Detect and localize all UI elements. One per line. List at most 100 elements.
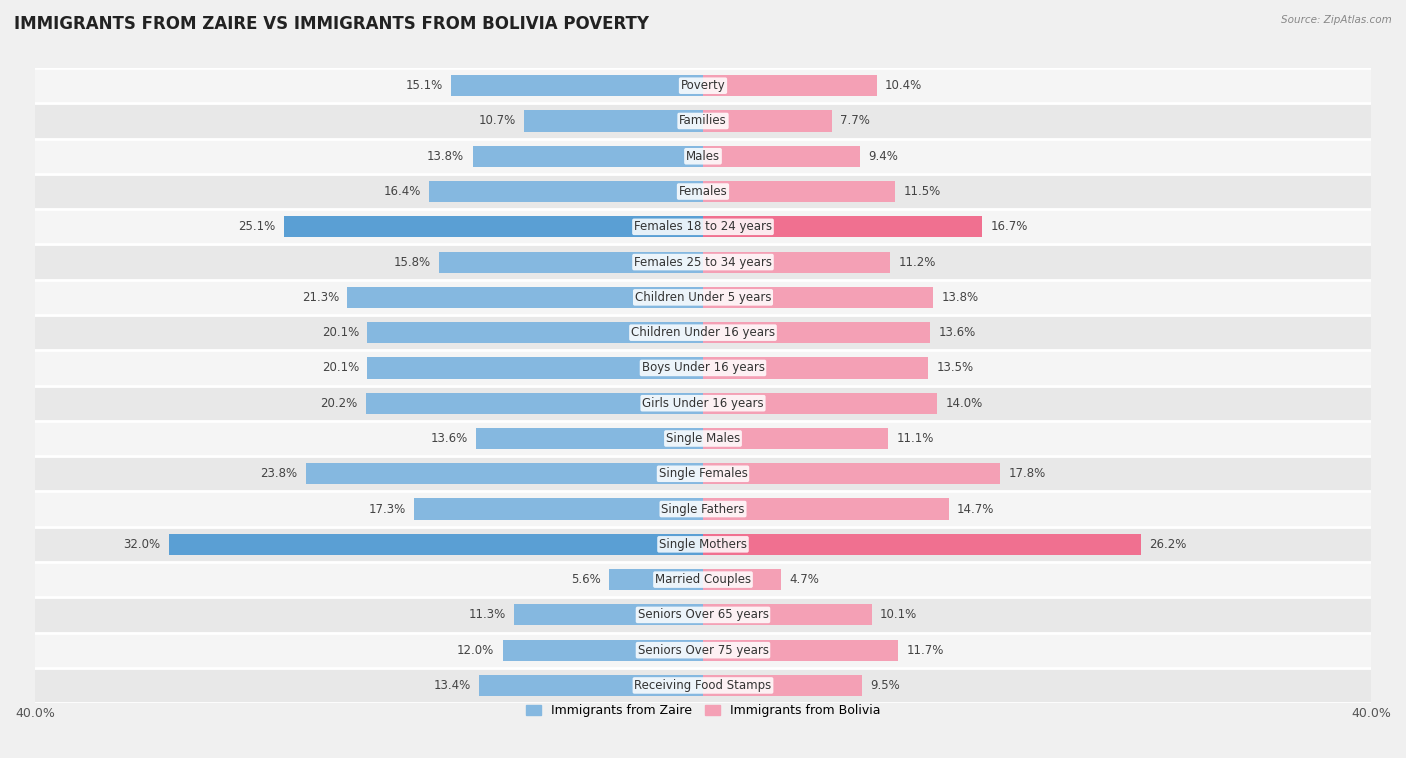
Bar bbox=[479, 675, 703, 696]
Bar bbox=[703, 146, 860, 167]
Text: Poverty: Poverty bbox=[681, 79, 725, 92]
Text: Boys Under 16 years: Boys Under 16 years bbox=[641, 362, 765, 374]
Text: Receiving Food Stamps: Receiving Food Stamps bbox=[634, 679, 772, 692]
Text: 32.0%: 32.0% bbox=[124, 538, 160, 551]
Text: 11.5%: 11.5% bbox=[904, 185, 941, 198]
Text: 20.1%: 20.1% bbox=[322, 362, 359, 374]
Bar bbox=[169, 534, 703, 555]
Text: 16.4%: 16.4% bbox=[384, 185, 420, 198]
Bar bbox=[703, 111, 831, 132]
Bar bbox=[367, 322, 703, 343]
Bar bbox=[703, 675, 862, 696]
Bar bbox=[35, 350, 1371, 386]
Bar bbox=[35, 527, 1371, 562]
Text: 5.6%: 5.6% bbox=[571, 573, 602, 586]
Bar bbox=[703, 534, 1140, 555]
Bar bbox=[35, 209, 1371, 245]
Bar bbox=[703, 75, 877, 96]
Bar bbox=[703, 604, 872, 625]
Bar bbox=[475, 428, 703, 449]
Bar bbox=[451, 75, 703, 96]
Bar bbox=[284, 216, 703, 237]
Text: IMMIGRANTS FROM ZAIRE VS IMMIGRANTS FROM BOLIVIA POVERTY: IMMIGRANTS FROM ZAIRE VS IMMIGRANTS FROM… bbox=[14, 15, 650, 33]
Text: 9.5%: 9.5% bbox=[870, 679, 900, 692]
Text: 10.7%: 10.7% bbox=[478, 114, 516, 127]
Text: 11.3%: 11.3% bbox=[468, 609, 506, 622]
Text: 4.7%: 4.7% bbox=[790, 573, 820, 586]
Bar bbox=[515, 604, 703, 625]
Bar bbox=[703, 252, 890, 273]
Text: 10.1%: 10.1% bbox=[880, 609, 917, 622]
Bar bbox=[703, 463, 1000, 484]
Text: 12.0%: 12.0% bbox=[457, 644, 495, 656]
Bar bbox=[703, 322, 931, 343]
Text: 17.8%: 17.8% bbox=[1008, 467, 1046, 481]
Bar bbox=[35, 174, 1371, 209]
Text: 13.4%: 13.4% bbox=[433, 679, 471, 692]
Bar bbox=[35, 280, 1371, 315]
Bar bbox=[305, 463, 703, 484]
Bar bbox=[367, 357, 703, 378]
Text: Families: Families bbox=[679, 114, 727, 127]
Text: Seniors Over 75 years: Seniors Over 75 years bbox=[637, 644, 769, 656]
Text: Females: Females bbox=[679, 185, 727, 198]
Bar bbox=[347, 287, 703, 308]
Text: 26.2%: 26.2% bbox=[1149, 538, 1187, 551]
Bar bbox=[524, 111, 703, 132]
Text: Single Fathers: Single Fathers bbox=[661, 503, 745, 515]
Text: 15.8%: 15.8% bbox=[394, 255, 430, 268]
Bar bbox=[703, 428, 889, 449]
Bar bbox=[429, 181, 703, 202]
Legend: Immigrants from Zaire, Immigrants from Bolivia: Immigrants from Zaire, Immigrants from B… bbox=[522, 699, 884, 722]
Text: Girls Under 16 years: Girls Under 16 years bbox=[643, 396, 763, 410]
Text: 13.8%: 13.8% bbox=[942, 291, 979, 304]
Text: Single Mothers: Single Mothers bbox=[659, 538, 747, 551]
Text: Children Under 5 years: Children Under 5 years bbox=[634, 291, 772, 304]
Text: 11.1%: 11.1% bbox=[897, 432, 934, 445]
Text: Females 25 to 34 years: Females 25 to 34 years bbox=[634, 255, 772, 268]
Bar bbox=[703, 216, 981, 237]
Bar bbox=[35, 386, 1371, 421]
Bar bbox=[472, 146, 703, 167]
Text: Seniors Over 65 years: Seniors Over 65 years bbox=[637, 609, 769, 622]
Bar bbox=[35, 456, 1371, 491]
Bar bbox=[703, 499, 949, 520]
Text: 14.0%: 14.0% bbox=[945, 396, 983, 410]
Bar bbox=[35, 139, 1371, 174]
Bar bbox=[609, 569, 703, 590]
Bar bbox=[703, 569, 782, 590]
Text: Children Under 16 years: Children Under 16 years bbox=[631, 326, 775, 339]
Text: 25.1%: 25.1% bbox=[238, 221, 276, 233]
Text: 20.2%: 20.2% bbox=[321, 396, 357, 410]
Bar bbox=[703, 357, 928, 378]
Text: 16.7%: 16.7% bbox=[990, 221, 1028, 233]
Text: 13.5%: 13.5% bbox=[936, 362, 974, 374]
Bar bbox=[703, 181, 896, 202]
Text: 15.1%: 15.1% bbox=[405, 79, 443, 92]
Bar bbox=[35, 68, 1371, 103]
Text: 7.7%: 7.7% bbox=[839, 114, 870, 127]
Text: 13.8%: 13.8% bbox=[427, 150, 464, 163]
Bar bbox=[35, 562, 1371, 597]
Text: 21.3%: 21.3% bbox=[302, 291, 339, 304]
Bar bbox=[703, 640, 898, 661]
Text: 14.7%: 14.7% bbox=[957, 503, 994, 515]
Bar bbox=[502, 640, 703, 661]
Text: 20.1%: 20.1% bbox=[322, 326, 359, 339]
Text: 11.2%: 11.2% bbox=[898, 255, 936, 268]
Bar bbox=[35, 597, 1371, 632]
Bar bbox=[703, 287, 934, 308]
Bar bbox=[35, 103, 1371, 139]
Bar bbox=[703, 393, 936, 414]
Text: 11.7%: 11.7% bbox=[907, 644, 945, 656]
Text: Single Males: Single Males bbox=[666, 432, 740, 445]
Bar bbox=[439, 252, 703, 273]
Bar bbox=[35, 315, 1371, 350]
Bar bbox=[35, 245, 1371, 280]
Text: Single Females: Single Females bbox=[658, 467, 748, 481]
Text: 17.3%: 17.3% bbox=[368, 503, 406, 515]
Text: 13.6%: 13.6% bbox=[430, 432, 468, 445]
Text: 9.4%: 9.4% bbox=[869, 150, 898, 163]
Bar bbox=[35, 421, 1371, 456]
Text: Females 18 to 24 years: Females 18 to 24 years bbox=[634, 221, 772, 233]
